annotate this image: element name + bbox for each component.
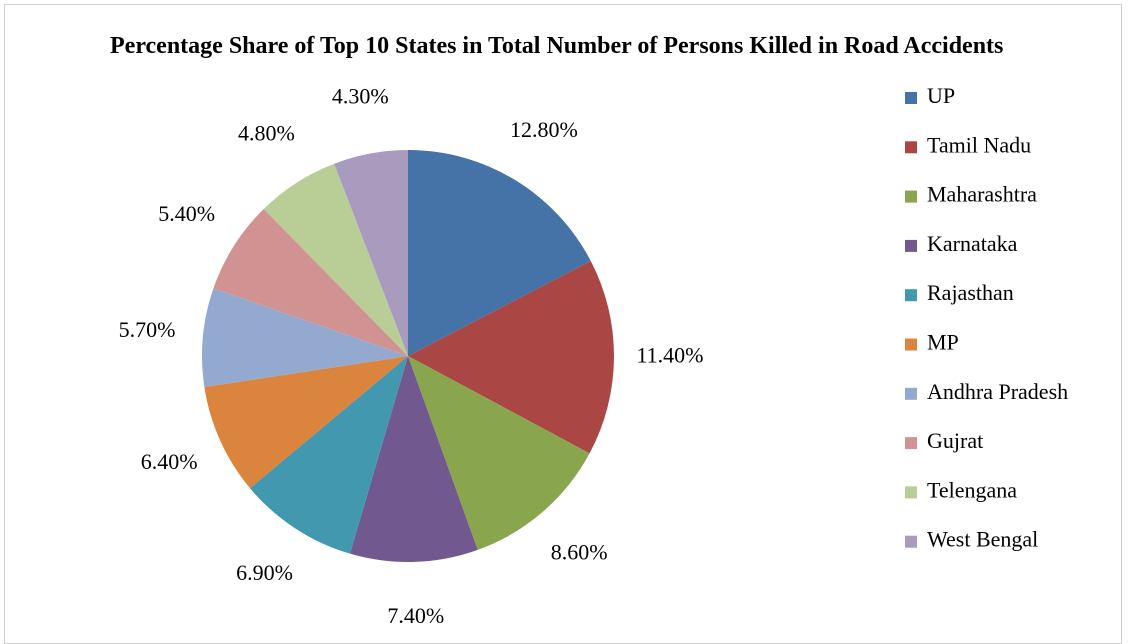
chart: 12.80% 11.40% 8.60% 7.40% 6.90% 6.40% 5.70% 5.4… <box>119 83 1068 623</box>
pie-slice <box>408 260 614 454</box>
pie-slice <box>349 356 478 563</box>
legend-label: Maharashtra <box>927 182 1037 207</box>
legend-swatch <box>905 190 917 203</box>
pie-slice <box>334 150 408 356</box>
data-label: 5.70% <box>119 317 176 342</box>
pie-slice <box>204 356 408 489</box>
legend-label: UP <box>927 83 955 108</box>
legend-label: Tamil Nadu <box>927 132 1031 157</box>
data-label: 6.90% <box>236 560 293 585</box>
legend-swatch <box>905 289 917 302</box>
legend-swatch <box>905 387 917 400</box>
data-label: 5.40% <box>158 201 215 226</box>
pie-slice <box>408 356 590 550</box>
legend-swatch <box>905 486 917 499</box>
legend-swatch <box>905 437 917 450</box>
pie-slice <box>250 356 408 554</box>
legend-label: Karnataka <box>927 231 1018 256</box>
legend-swatch <box>905 338 917 351</box>
legend-label: Telengana <box>927 477 1017 502</box>
data-label: 11.40% <box>636 343 703 368</box>
pie-slice <box>408 150 591 356</box>
legend-label: Rajasthan <box>927 280 1014 305</box>
chart-title: Percentage Share of Top 10 States in Tot… <box>110 33 1004 59</box>
legend-label: Gujrat <box>927 428 983 453</box>
data-label: 6.40% <box>141 449 198 474</box>
legend-swatch <box>905 535 917 548</box>
legend-swatch <box>905 141 917 154</box>
pie-slice <box>202 288 408 388</box>
data-label: 4.30% <box>332 83 389 108</box>
legend-label: Andhra Pradesh <box>927 379 1068 404</box>
data-label: 7.40% <box>387 603 444 623</box>
chart-area: Percentage Share of Top 10 States in Tot… <box>4 4 1122 644</box>
data-label: 12.80% <box>510 117 578 142</box>
legend-label: West Bengal <box>927 527 1038 552</box>
pie-slice <box>213 208 408 356</box>
legend-label: MP <box>927 330 959 355</box>
legend-swatch <box>905 239 917 252</box>
pie-slice <box>263 163 408 356</box>
data-label: 8.60% <box>551 539 608 564</box>
data-label: 4.80% <box>238 121 295 146</box>
legend-swatch <box>905 92 917 104</box>
